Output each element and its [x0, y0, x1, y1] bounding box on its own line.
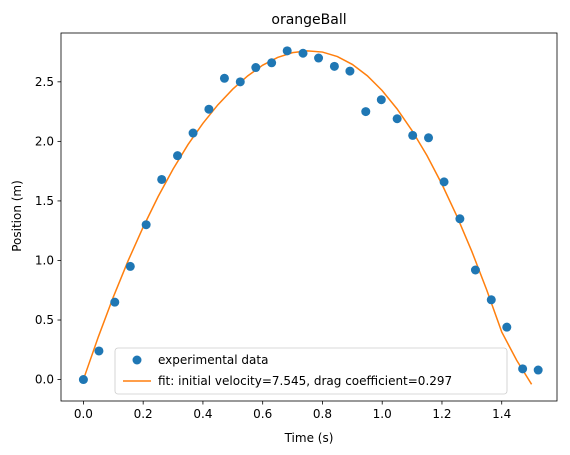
x-tick-label: 1.2 — [432, 407, 451, 421]
x-tick-label: 0.4 — [193, 407, 212, 421]
data-point — [141, 220, 151, 230]
data-point — [376, 95, 386, 105]
data-point — [329, 61, 339, 71]
data-point — [470, 265, 480, 275]
axes-frame — [60, 32, 558, 402]
data-point — [408, 130, 418, 140]
data-point — [219, 73, 229, 83]
x-tick-label: 0.8 — [313, 407, 332, 421]
legend-box — [114, 347, 508, 395]
data-point — [235, 77, 245, 87]
y-axis-label: Position (m) — [10, 180, 24, 252]
x-tick-label: 0.2 — [134, 407, 153, 421]
data-point — [518, 364, 528, 374]
x-tick-label: 0.6 — [253, 407, 272, 421]
x-axis-label: Time (s) — [284, 431, 334, 445]
chart-title: orangeBall — [271, 12, 346, 28]
data-point — [486, 295, 496, 305]
y-tick-label: 0.5 — [35, 313, 54, 327]
y-tick-label: 1.5 — [35, 194, 54, 208]
data-point — [78, 375, 88, 385]
data-point — [157, 174, 167, 184]
legend-label-fit: fit: initial velocity=7.545, drag coeffi… — [158, 374, 452, 388]
data-point — [173, 151, 183, 161]
data-point — [267, 58, 277, 68]
legend-label-experimental: experimental data — [158, 353, 268, 367]
x-tick-label: 1.4 — [492, 407, 511, 421]
data-point — [204, 104, 214, 114]
data-point — [282, 46, 292, 56]
y-tick-label: 1.0 — [35, 253, 54, 267]
y-tick-label: 0.0 — [35, 373, 54, 387]
data-point — [251, 63, 261, 73]
data-point — [125, 261, 135, 271]
x-tick-label: 1.0 — [373, 407, 392, 421]
legend-marker-experimental — [132, 355, 142, 365]
y-tick-label: 2.0 — [35, 134, 54, 148]
data-point — [502, 322, 512, 332]
data-point — [439, 177, 449, 187]
plot-area: 0.0 0.2 0.4 0.6 0.8 1.0 1.2 1.4 0.0 0.5 1.0 1.5 2.0 2… — [35, 32, 558, 421]
y-tick-label: 2.5 — [35, 75, 54, 89]
data-point — [94, 346, 104, 356]
data-point — [345, 66, 355, 76]
data-point — [424, 133, 434, 143]
x-tick-label: 0.0 — [74, 407, 93, 421]
data-point — [392, 114, 402, 124]
data-point — [188, 128, 198, 138]
data-point — [298, 48, 308, 58]
data-point — [110, 297, 120, 307]
data-point — [455, 214, 465, 224]
data-point — [361, 107, 371, 117]
data-point — [314, 53, 324, 63]
data-point — [533, 365, 543, 375]
